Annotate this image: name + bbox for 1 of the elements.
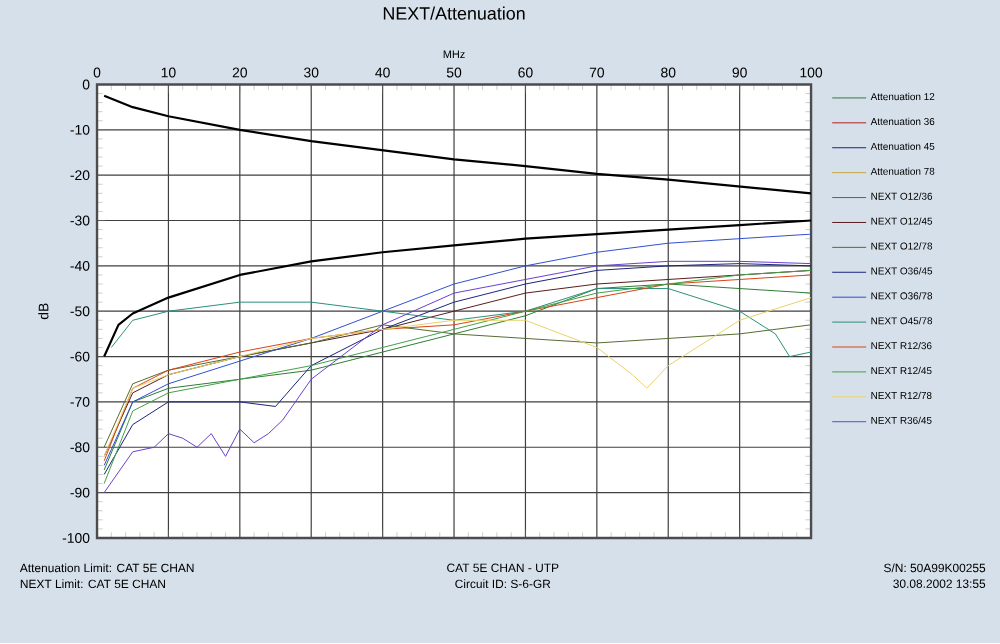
- chart-title: NEXT/Attenuation: [383, 6, 525, 21]
